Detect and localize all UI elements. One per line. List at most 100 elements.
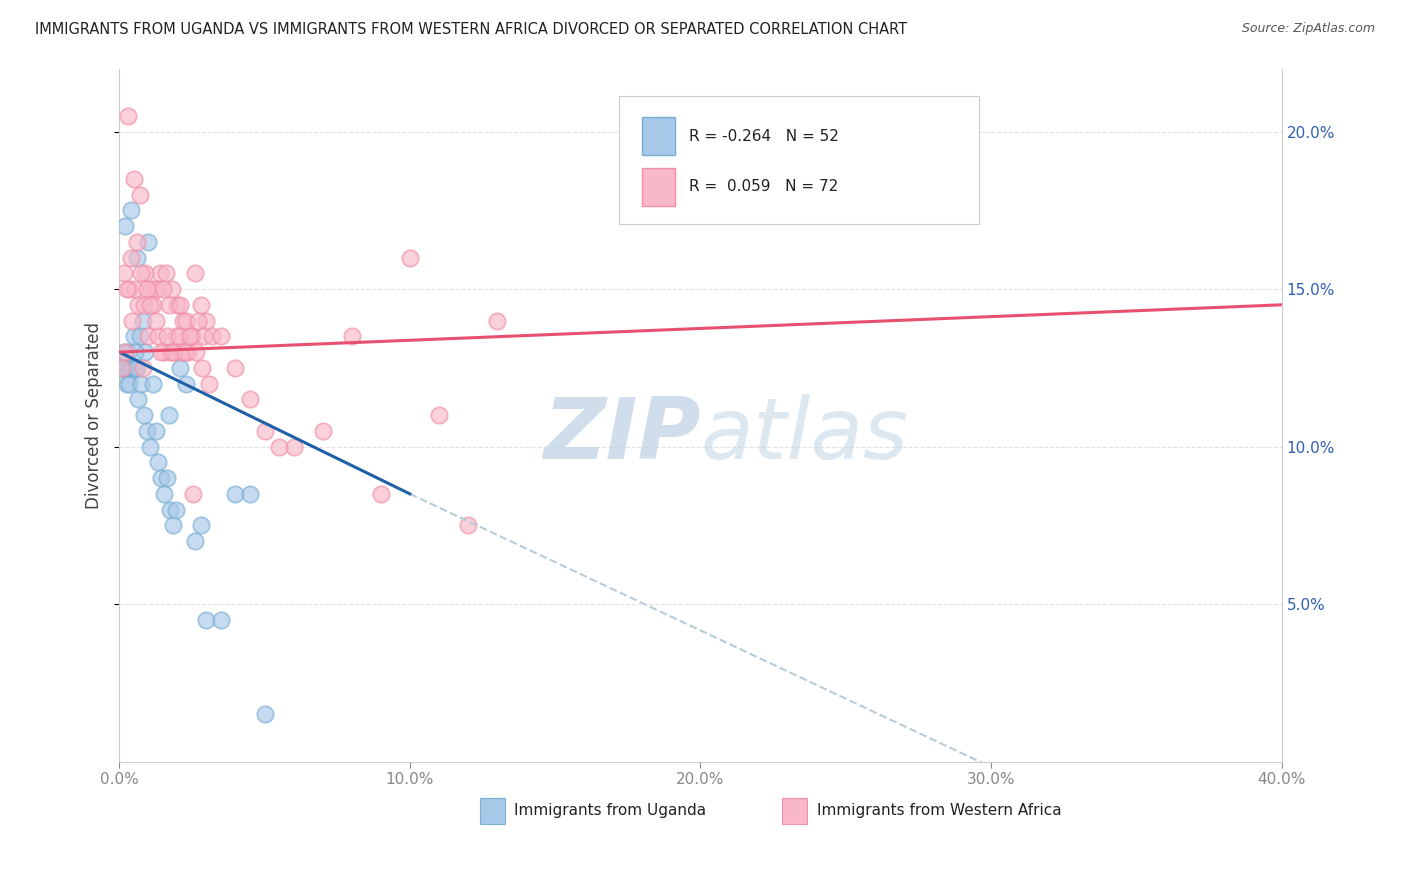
Point (112, 266, 135, 280)
FancyBboxPatch shape (479, 797, 505, 824)
Point (121, 360, 143, 375)
Point (122, 171, 145, 186)
Point (253, 707, 276, 722)
Point (118, 376, 141, 391)
Point (125, 235, 148, 249)
Point (180, 329, 202, 343)
Point (128, 187, 150, 202)
Point (142, 298, 165, 312)
Point (166, 298, 188, 312)
Point (157, 408, 180, 422)
Point (209, 329, 232, 343)
Point (127, 298, 149, 312)
Text: R = -0.264   N = 52: R = -0.264 N = 52 (689, 128, 838, 144)
Point (115, 376, 138, 391)
Text: ZIP: ZIP (543, 394, 700, 477)
Point (162, 345, 184, 359)
Point (153, 487, 176, 501)
Point (148, 455, 170, 469)
Point (131, 360, 153, 375)
Point (156, 329, 179, 343)
Point (115, 282, 138, 296)
Point (129, 266, 152, 280)
Point (136, 235, 159, 249)
Point (129, 376, 152, 391)
Point (142, 376, 165, 391)
Point (165, 329, 187, 343)
Point (198, 376, 221, 391)
Point (253, 424, 276, 438)
Point (150, 471, 173, 485)
Point (187, 313, 209, 327)
Point (170, 345, 193, 359)
Text: atlas: atlas (700, 394, 908, 477)
Point (143, 282, 166, 296)
Point (183, 487, 205, 501)
Point (150, 345, 173, 359)
Y-axis label: Divorced or Separated: Divorced or Separated (86, 322, 103, 508)
Point (157, 298, 180, 312)
Point (165, 502, 187, 516)
Point (159, 502, 181, 516)
Point (163, 345, 186, 359)
Point (136, 329, 159, 343)
Point (224, 487, 246, 501)
Point (174, 313, 197, 327)
Point (134, 345, 156, 359)
Text: Immigrants from Western Africa: Immigrants from Western Africa (817, 804, 1062, 818)
Point (117, 360, 139, 375)
Point (148, 329, 170, 343)
Point (134, 266, 156, 280)
Point (427, 408, 450, 422)
Point (121, 360, 143, 375)
Point (184, 266, 207, 280)
Point (118, 282, 141, 296)
Point (149, 266, 172, 280)
Point (122, 329, 145, 343)
Point (132, 408, 155, 422)
Text: IMMIGRANTS FROM UGANDA VS IMMIGRANTS FROM WESTERN AFRICA DIVORCED OR SEPARATED C: IMMIGRANTS FROM UGANDA VS IMMIGRANTS FRO… (35, 22, 907, 37)
Point (156, 471, 179, 485)
Point (184, 534, 207, 549)
Text: Source: ZipAtlas.com: Source: ZipAtlas.com (1241, 22, 1375, 36)
Point (139, 298, 162, 312)
Point (239, 487, 262, 501)
Point (155, 266, 177, 280)
Point (169, 298, 191, 312)
Text: R =  0.059   N = 72: R = 0.059 N = 72 (689, 179, 838, 194)
Point (177, 329, 200, 343)
Point (370, 487, 392, 501)
Point (193, 329, 215, 343)
Point (121, 313, 143, 327)
Point (457, 518, 479, 533)
Point (173, 345, 195, 359)
Point (124, 345, 146, 359)
Point (167, 329, 190, 343)
Point (135, 282, 157, 296)
Point (124, 360, 146, 375)
Point (186, 345, 208, 359)
Point (152, 282, 174, 296)
Point (125, 251, 148, 265)
Point (160, 282, 183, 296)
Point (114, 360, 136, 375)
Point (398, 251, 420, 265)
Point (172, 313, 194, 327)
Point (110, 360, 132, 375)
Point (139, 440, 162, 454)
Point (110, 360, 132, 375)
Point (162, 518, 184, 533)
Point (159, 345, 181, 359)
Point (120, 360, 142, 375)
Point (114, 219, 136, 233)
Point (267, 440, 290, 454)
Point (485, 313, 508, 327)
Point (174, 376, 197, 391)
Point (125, 360, 148, 375)
Point (111, 360, 134, 375)
Point (169, 360, 191, 375)
Point (283, 440, 305, 454)
Point (179, 329, 201, 343)
Point (122, 360, 145, 375)
Point (120, 251, 142, 265)
